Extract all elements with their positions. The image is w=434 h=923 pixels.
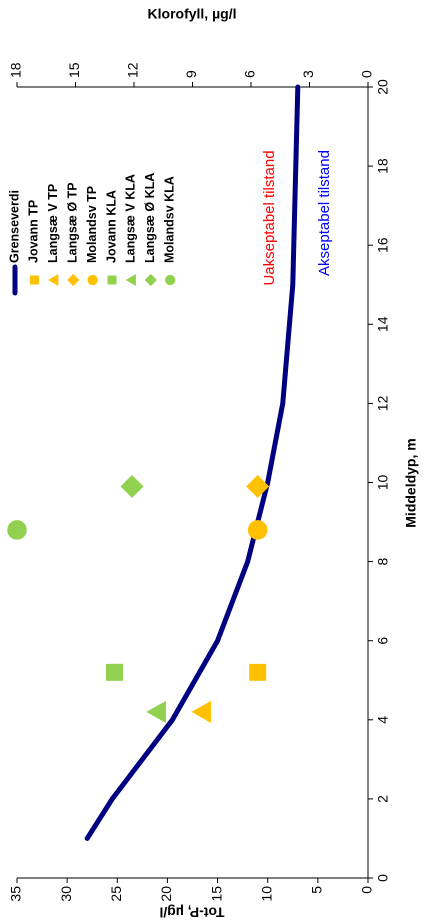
y-tick-label: 10 xyxy=(258,886,274,902)
data-point xyxy=(146,700,166,723)
data-point xyxy=(191,700,212,723)
data-point xyxy=(7,520,27,540)
x-tick-label: 12 xyxy=(375,395,391,411)
y-tick-label: 15 xyxy=(208,886,224,902)
legend-swatch xyxy=(87,274,98,286)
legend-swatch xyxy=(144,273,157,287)
annotation: Akseptabel tilstand xyxy=(316,150,333,276)
legend-label: Jovann TP xyxy=(27,200,41,263)
data-point xyxy=(106,663,123,681)
y-axis-title: Tot-P, µg/l xyxy=(159,904,224,920)
y-tick-label: 5 xyxy=(309,886,325,894)
y-tick-label: 35 xyxy=(8,886,24,902)
legend-swatch xyxy=(165,274,176,286)
y2-axis-title: Klorofyll, µg/l xyxy=(148,6,237,22)
legend-label: Grenseverdi xyxy=(7,190,21,263)
x-tick-label: 0 xyxy=(375,874,391,882)
y2-tick-label: 3 xyxy=(300,70,316,78)
y-tick-label: 0 xyxy=(359,886,375,894)
legend-swatch xyxy=(67,273,80,287)
legend-label: Jovann KLA xyxy=(104,190,118,263)
legend-label: Langsæ Ø TP xyxy=(65,182,79,263)
y2-tick-label: 6 xyxy=(242,70,258,78)
x-tick-label: 10 xyxy=(375,475,391,491)
x-tick-label: 20 xyxy=(375,79,391,95)
x-tick-label: 4 xyxy=(375,716,391,724)
x-tick-label: 18 xyxy=(375,158,391,174)
y-tick-label: 20 xyxy=(158,886,174,902)
legend-label: Molandsv KLA xyxy=(162,176,176,263)
y-tick-label: 25 xyxy=(108,886,124,902)
x-tick-label: 6 xyxy=(375,637,391,645)
data-point xyxy=(249,663,267,681)
x-axis-title: Middeldyp, m xyxy=(403,438,419,527)
legend-label: Langsæ V KLA xyxy=(124,174,138,263)
legend-swatch xyxy=(107,275,117,285)
y2-tick-label: 9 xyxy=(183,70,199,78)
legend-swatch xyxy=(125,274,136,286)
x-tick-label: 8 xyxy=(375,557,391,565)
legend-swatch xyxy=(47,274,59,286)
legend-label: Molandsv TP xyxy=(85,186,99,263)
y2-tick-label: 12 xyxy=(125,62,141,78)
legend-label: Langsæ V TP xyxy=(46,184,60,263)
y2-tick-label: 15 xyxy=(66,62,82,78)
line-series xyxy=(84,84,301,841)
y2-tick-label: 0 xyxy=(359,70,375,78)
x-tick-label: 2 xyxy=(375,795,391,803)
data-point xyxy=(247,520,268,540)
data-point xyxy=(246,474,270,498)
y-tick-label: 30 xyxy=(58,886,74,902)
x-tick-label: 16 xyxy=(375,237,391,253)
data-point xyxy=(120,474,144,498)
y2-tick-label: 18 xyxy=(8,62,24,78)
x-tick-label: 14 xyxy=(375,316,391,332)
annotation: Uakseptabel tilstand xyxy=(261,150,278,285)
legend-label: Langsæ Ø KLA xyxy=(143,173,157,263)
legend-swatch xyxy=(29,275,39,285)
